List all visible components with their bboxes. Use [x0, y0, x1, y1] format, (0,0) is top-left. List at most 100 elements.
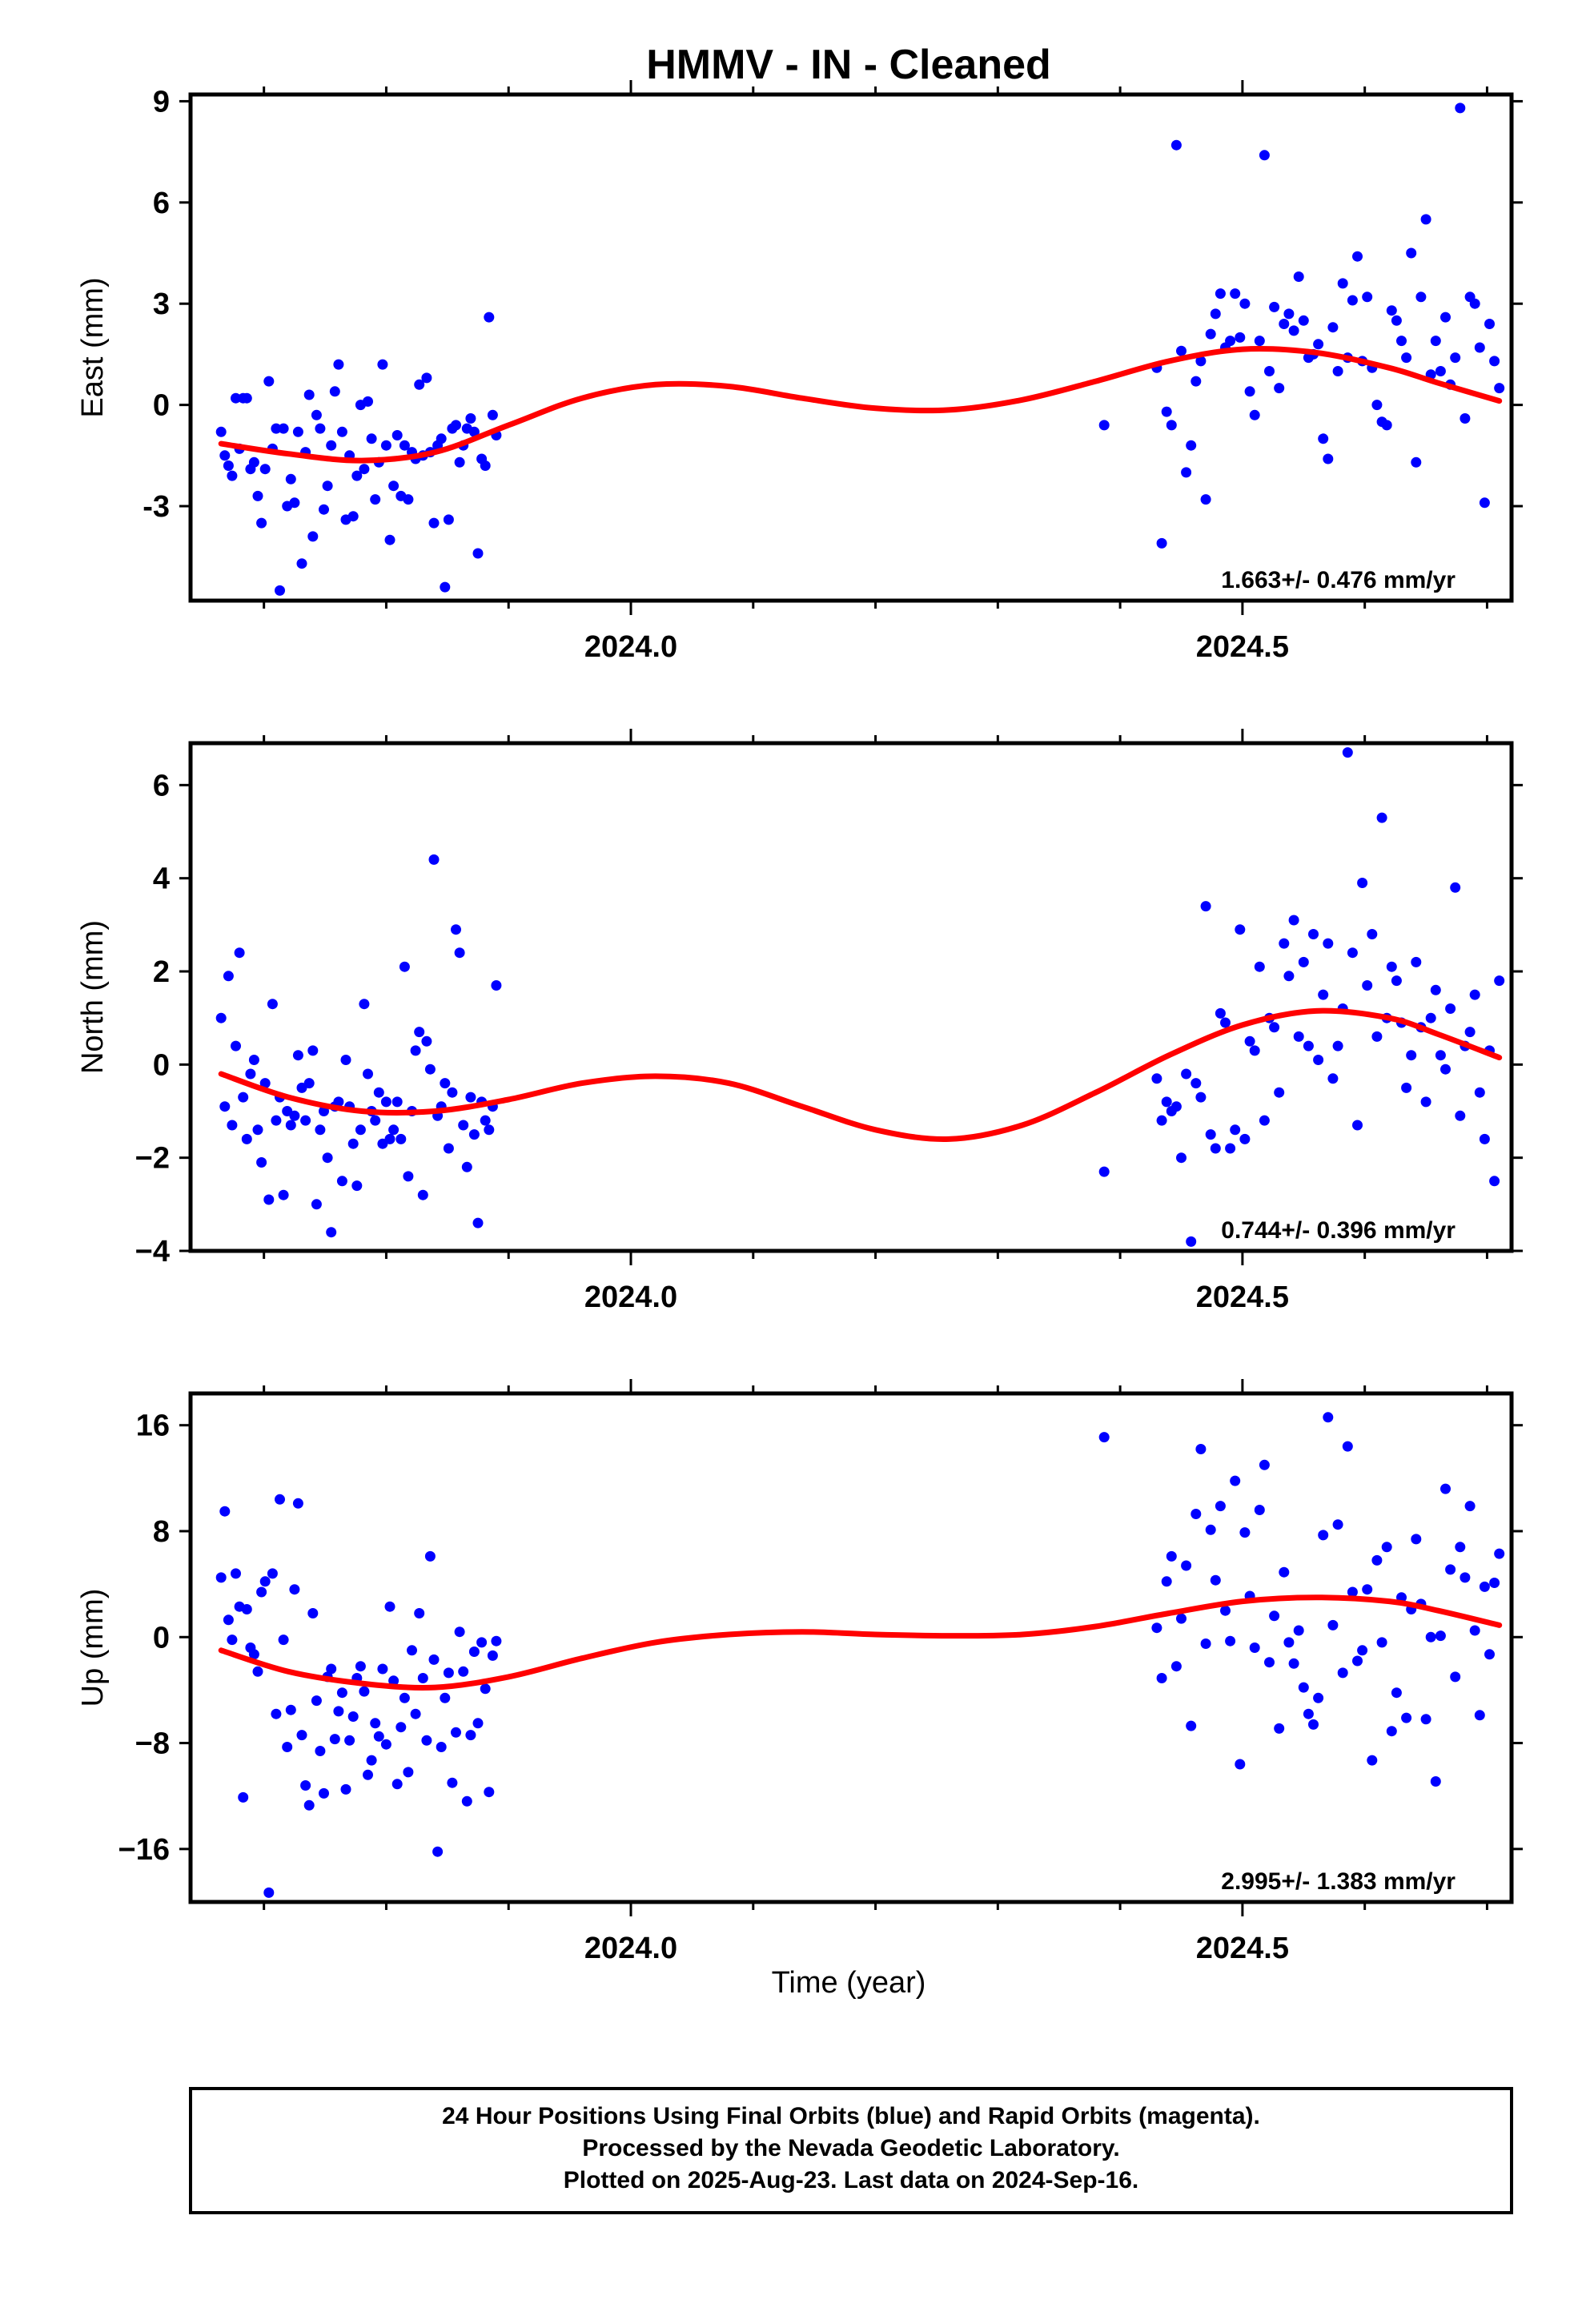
east-data-point — [1420, 214, 1431, 225]
north-data-point — [458, 1120, 469, 1131]
east-data-point — [436, 433, 447, 444]
up-data-point — [355, 1661, 366, 1672]
north-data-point — [359, 999, 370, 1010]
east-data-point — [1386, 305, 1397, 316]
up-data-point — [285, 1704, 296, 1715]
north-data-point — [1327, 1073, 1339, 1084]
north-data-point — [1098, 1166, 1110, 1177]
north-data-point — [451, 924, 461, 935]
north-data-point — [1259, 1115, 1270, 1126]
up-x-tick-label: 2024.0 — [584, 1932, 677, 1965]
east-data-point — [1288, 325, 1299, 336]
up-data-point — [1371, 1554, 1383, 1566]
up-data-point — [319, 1787, 329, 1799]
up-data-point — [484, 1787, 495, 1798]
north-data-point — [1298, 956, 1309, 967]
north-x-tick-label: 2024.0 — [584, 1281, 677, 1314]
north-data-point — [1494, 975, 1505, 987]
up-data-point — [1327, 1619, 1339, 1630]
up-data-point — [491, 1635, 502, 1647]
north-data-point — [1283, 971, 1295, 982]
east-panel: 9 6 3 0 -3 2024.0 2024.5 East (mm) 1.663+/- 0.47… — [76, 80, 1523, 664]
up-data-point — [363, 1769, 373, 1780]
east-data-point — [1430, 336, 1441, 347]
up-data-point — [1210, 1574, 1221, 1586]
east-data-point — [1362, 292, 1373, 303]
up-data-point — [1259, 1459, 1270, 1470]
up-data-point — [1357, 1645, 1368, 1656]
north-data-point — [1235, 924, 1246, 935]
east-data-point — [1411, 456, 1422, 468]
up-data-point — [454, 1626, 465, 1638]
up-data-point — [300, 1780, 311, 1791]
north-data-point — [468, 1129, 480, 1140]
east-data-point — [278, 423, 289, 434]
east-data-point — [292, 426, 303, 437]
up-data-point — [468, 1647, 480, 1657]
east-data-point — [399, 440, 410, 451]
east-data-point — [219, 450, 231, 461]
east-data-point — [1323, 453, 1334, 464]
north-data-point — [1151, 1073, 1162, 1084]
east-data-point — [443, 514, 454, 525]
north-data-point — [1293, 1031, 1304, 1042]
up-data-point — [1494, 1548, 1505, 1559]
up-data-point — [440, 1692, 451, 1703]
north-data-point — [1469, 989, 1480, 1000]
east-data-point — [472, 548, 484, 559]
up-data-point — [1264, 1657, 1275, 1668]
east-data-point — [1474, 342, 1485, 353]
up-x-tick-label: 2024.5 — [1196, 1932, 1289, 1965]
up-data-point — [1181, 1560, 1192, 1571]
east-data-point — [1318, 433, 1329, 444]
up-data-point — [403, 1767, 414, 1778]
east-data-point — [275, 585, 285, 596]
north-data-point — [1215, 1007, 1226, 1019]
east-data-point — [363, 396, 373, 407]
north-data-point — [289, 1110, 300, 1121]
east-data-point — [403, 494, 414, 505]
north-data-point — [271, 1115, 282, 1126]
up-data-point — [1347, 1586, 1358, 1598]
up-data-point — [344, 1735, 355, 1746]
up-data-point — [241, 1604, 252, 1614]
up-data-point — [461, 1795, 472, 1807]
east-data-point — [1269, 301, 1280, 312]
north-data-point — [465, 1092, 476, 1103]
north-data-point — [1401, 1082, 1412, 1093]
up-data-point — [238, 1791, 249, 1803]
north-data-point — [1357, 878, 1368, 888]
up-data-point — [407, 1645, 417, 1656]
up-data-point — [1474, 1710, 1485, 1721]
north-y-tick-label: 6 — [153, 769, 170, 802]
up-data-point — [447, 1777, 458, 1788]
up-data-point — [465, 1730, 476, 1741]
up-data-point — [1191, 1509, 1202, 1519]
north-data-point — [1156, 1115, 1167, 1126]
north-data-point — [380, 1096, 391, 1108]
up-data-point — [259, 1576, 271, 1587]
north-y-tick-label: 0 — [153, 1048, 170, 1082]
up-data-point — [1342, 1441, 1353, 1452]
north-data-point — [461, 1161, 472, 1172]
east-data-point — [1450, 352, 1461, 364]
east-data-point — [1455, 103, 1466, 114]
up-data-point — [1220, 1605, 1231, 1616]
east-data-point — [1230, 288, 1241, 300]
east-data-point — [1391, 315, 1402, 326]
east-data-point — [451, 420, 461, 431]
up-data-point — [432, 1846, 444, 1857]
north-data-point — [1391, 975, 1402, 987]
east-data-point — [1415, 292, 1427, 303]
east-data-point — [1327, 322, 1339, 333]
north-y-tick-label: −4 — [135, 1235, 170, 1269]
up-data-point — [1225, 1635, 1236, 1647]
up-y-axis-label: Up (mm) — [76, 1589, 110, 1707]
north-rate-label: 0.744+/- 0.396 mm/yr — [1221, 1217, 1456, 1244]
up-data-point — [1323, 1412, 1334, 1423]
up-data-point — [252, 1666, 263, 1677]
east-data-point — [454, 456, 465, 468]
up-data-point — [311, 1695, 322, 1707]
up-data-point — [391, 1779, 403, 1790]
